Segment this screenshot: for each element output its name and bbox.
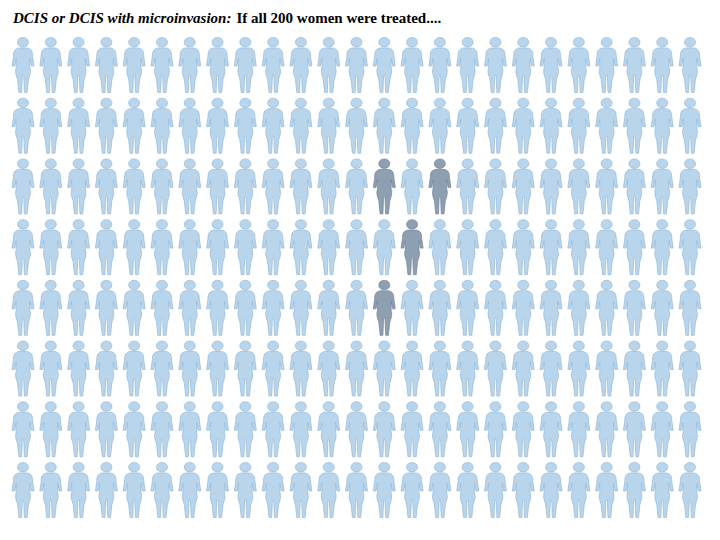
svg-text:DCIS or DCIS with microinvasio: DCIS or DCIS with microinvasion:	[12, 10, 231, 26]
svg-text:If all 200 women were treated.: If all 200 women were treated....	[236, 10, 441, 26]
